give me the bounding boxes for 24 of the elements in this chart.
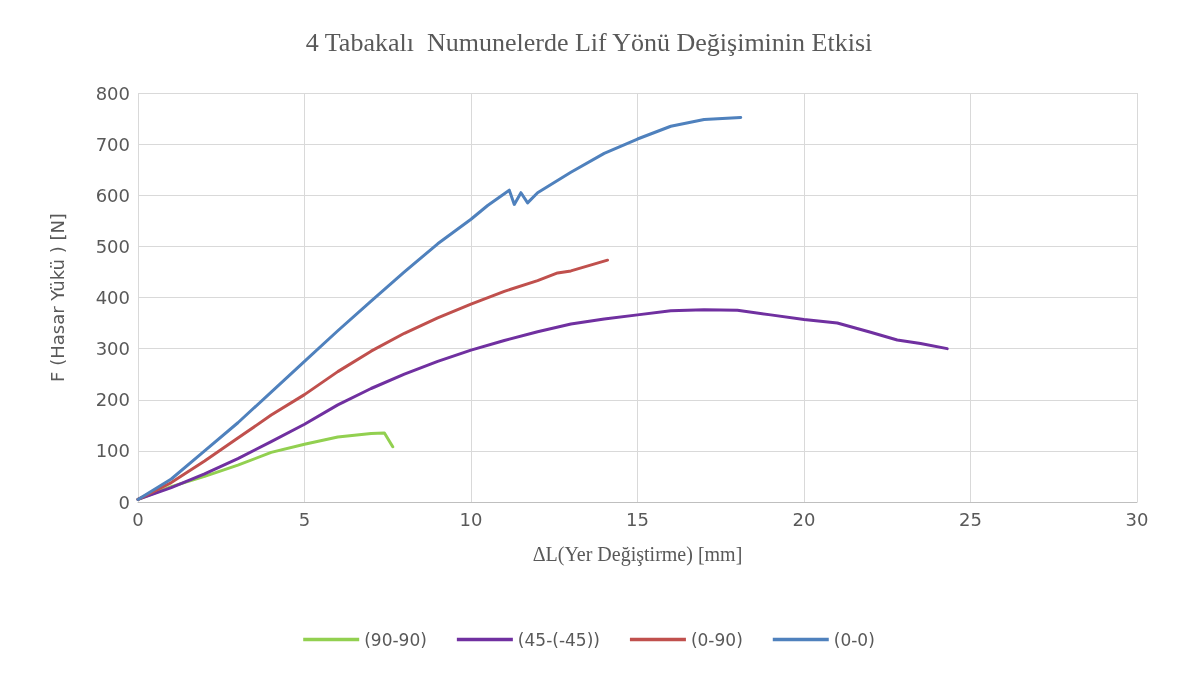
legend-label: (0-0) <box>833 629 875 650</box>
x-tick-label: 25 <box>959 508 982 530</box>
y-tick-label: 800 <box>95 82 130 104</box>
legend-label: (0-90) <box>690 629 743 650</box>
y-tick-label: 100 <box>95 440 130 462</box>
y-tick-label: 500 <box>95 235 130 257</box>
x-tick-label: 20 <box>792 508 816 530</box>
y-tick-label: 300 <box>95 338 130 360</box>
y-tick-label: 700 <box>95 133 130 155</box>
y-tick-label: 0 <box>118 491 130 513</box>
line-series <box>136 116 743 501</box>
x-tick-label: 5 <box>298 508 311 530</box>
x-tick-label: 15 <box>626 508 649 530</box>
x-tick-label: 30 <box>1125 508 1149 530</box>
x-axis-title: ΔL(Yer Değiştirme) [mm] <box>532 543 743 566</box>
chart-title: 4 Tabakalı Numunelerde Lif Yönü Değişiminin Etkisi <box>305 27 873 57</box>
y-tick-label: 400 <box>95 287 130 308</box>
legend-label: (45-(-45)) <box>517 629 600 650</box>
x-tick-label: 0 <box>132 508 144 530</box>
y-tick-label: 600 <box>95 184 130 206</box>
legend-label: (90-90) <box>364 629 427 650</box>
y-axis-title: F (Hasar Yükü ) [N] <box>46 213 68 382</box>
x-tick-label: 10 <box>459 508 483 530</box>
y-tick-label: 200 <box>95 389 130 411</box>
